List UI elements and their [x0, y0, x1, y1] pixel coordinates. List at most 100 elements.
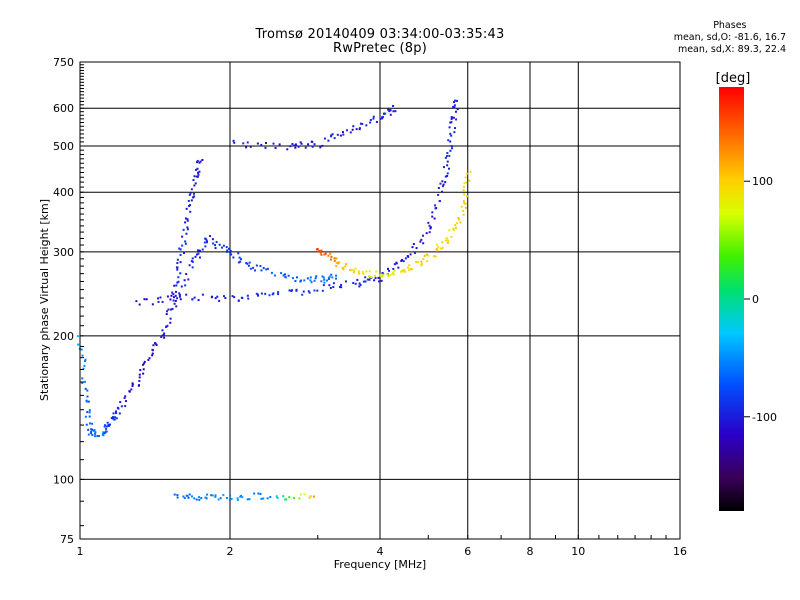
- data-point: [306, 277, 309, 280]
- data-point: [185, 273, 188, 276]
- data-point: [364, 276, 367, 279]
- data-point: [322, 276, 325, 279]
- colorbar-tick-label: 100: [752, 175, 773, 188]
- data-point: [307, 290, 310, 293]
- data-point: [328, 284, 331, 287]
- data-point: [382, 273, 385, 276]
- data-point: [186, 494, 189, 497]
- data-point: [420, 260, 423, 263]
- phase-statistics: Phases mean, sd,O: -81.6, 16.7 mean, sd,…: [674, 20, 786, 56]
- data-point: [88, 409, 91, 412]
- colorbar: [719, 87, 744, 511]
- data-point: [236, 499, 239, 502]
- data-point: [429, 227, 432, 230]
- data-point: [294, 280, 297, 283]
- data-point: [84, 415, 87, 418]
- data-point: [90, 430, 93, 433]
- data-point: [197, 252, 200, 255]
- data-point: [193, 184, 196, 187]
- data-point: [124, 395, 127, 398]
- data-point: [446, 241, 449, 244]
- data-point: [165, 325, 168, 328]
- data-point: [151, 303, 154, 306]
- data-point: [162, 334, 165, 337]
- data-point: [161, 334, 164, 337]
- data-point: [320, 249, 323, 252]
- data-point: [395, 261, 398, 264]
- data-point: [245, 146, 248, 149]
- data-point: [157, 300, 160, 303]
- data-point: [174, 294, 177, 297]
- data-point: [131, 382, 134, 385]
- data-point: [454, 110, 457, 113]
- data-point: [105, 427, 108, 430]
- data-point: [309, 279, 312, 282]
- data-point: [173, 493, 176, 496]
- data-point: [321, 275, 324, 278]
- y-axis-label: Stationary phase Virtual Height [km]: [38, 199, 51, 401]
- data-point: [446, 160, 449, 163]
- data-point: [233, 141, 236, 144]
- data-point: [257, 294, 260, 297]
- data-point: [187, 199, 190, 202]
- data-point: [339, 134, 342, 137]
- data-point: [335, 274, 338, 277]
- data-point: [293, 497, 296, 500]
- data-point: [438, 200, 441, 203]
- data-point: [380, 279, 383, 282]
- y-tick-label: 500: [53, 140, 74, 153]
- data-point: [255, 292, 258, 295]
- data-point: [131, 383, 134, 386]
- data-point: [166, 324, 169, 327]
- data-point: [364, 280, 367, 283]
- data-point: [463, 193, 466, 196]
- data-point: [237, 252, 240, 255]
- data-point: [171, 307, 174, 310]
- data-point: [325, 279, 328, 282]
- data-point: [439, 182, 442, 185]
- data-point: [330, 134, 333, 137]
- data-point: [276, 496, 279, 499]
- data-point: [248, 498, 251, 501]
- data-point: [324, 252, 327, 255]
- y-tick-label: 750: [53, 56, 74, 69]
- data-point: [229, 494, 232, 497]
- data-point: [338, 261, 341, 264]
- data-point: [138, 303, 141, 306]
- data-point: [416, 261, 419, 264]
- data-point: [209, 235, 212, 238]
- data-point: [226, 250, 229, 253]
- data-point: [221, 246, 224, 249]
- data-point: [152, 344, 155, 347]
- data-point: [453, 106, 456, 109]
- data-point: [423, 254, 426, 257]
- data-point: [366, 278, 369, 281]
- data-point: [142, 372, 145, 375]
- data-point: [415, 247, 418, 250]
- data-point: [419, 240, 422, 243]
- data-point: [246, 141, 249, 144]
- data-point: [352, 269, 355, 272]
- data-point: [226, 497, 229, 500]
- data-point: [393, 270, 396, 273]
- x-tick-label: 10: [571, 545, 585, 558]
- data-point: [422, 242, 425, 245]
- data-point: [464, 206, 467, 209]
- data-point: [291, 142, 294, 145]
- data-point: [176, 496, 179, 499]
- data-point: [223, 295, 226, 298]
- data-point: [319, 252, 322, 255]
- data-point: [329, 258, 332, 261]
- data-point: [148, 357, 151, 360]
- data-point: [224, 296, 227, 299]
- data-point: [389, 113, 392, 116]
- data-point: [352, 125, 355, 128]
- data-point: [93, 435, 96, 438]
- data-point: [335, 264, 338, 267]
- data-point: [230, 498, 233, 501]
- data-point: [299, 279, 302, 282]
- data-point: [237, 261, 240, 264]
- data-point: [386, 267, 389, 270]
- data-point: [420, 264, 423, 267]
- data-point: [422, 258, 425, 261]
